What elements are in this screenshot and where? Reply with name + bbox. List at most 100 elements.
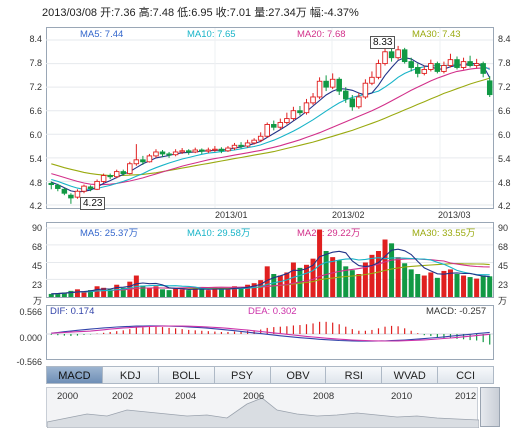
- candle-body: [127, 163, 133, 175]
- candle-body: [356, 96, 362, 108]
- candle-body: [199, 149, 205, 152]
- price-y-left-6: 4.8: [29, 178, 42, 188]
- price-y-left-3: 6.6: [29, 106, 42, 116]
- price-ma20-legend: MA20: 7.68: [297, 29, 346, 40]
- candle-body: [172, 151, 179, 156]
- tab-macd[interactable]: MACD: [46, 366, 103, 384]
- candle-body: [133, 159, 140, 165]
- nav-year-2008: 2008: [313, 391, 335, 402]
- volume-bar: [258, 280, 264, 297]
- macd-dif-line: [51, 325, 490, 342]
- volume-bar: [330, 257, 336, 297]
- vol-y-right-1: 68: [498, 242, 509, 252]
- volume-bar: [362, 262, 368, 297]
- candle-body: [120, 171, 127, 175]
- price-y-left-1: 7.8: [29, 58, 42, 68]
- volume-bar: [290, 262, 296, 297]
- price-y-left-5: 5.4: [29, 154, 42, 164]
- price-y-right-4: 6.0: [498, 130, 511, 140]
- volume-bar: [212, 287, 218, 297]
- candle-body: [159, 151, 166, 155]
- volume-bar: [487, 276, 493, 297]
- candle-body: [192, 149, 198, 153]
- time-label-mar: 2013/03: [438, 210, 471, 220]
- macd-dea-legend: DEA: 0.302: [248, 306, 297, 317]
- macd-value-legend: MACD: -0.257: [426, 306, 487, 317]
- navigator-scroll-handle[interactable]: [480, 387, 500, 427]
- tab-rsi[interactable]: RSI: [326, 366, 383, 384]
- time-label-jan: 2013/01: [215, 210, 248, 220]
- time-label-feb: 2013/02: [332, 210, 365, 220]
- volume-bar: [317, 229, 323, 297]
- volume-ma20-legend: MA20: 29.22万: [297, 228, 361, 239]
- volume-bar: [94, 286, 100, 297]
- volume-bar: [166, 290, 172, 297]
- volume-bar: [428, 272, 434, 297]
- candle-body: [257, 135, 264, 141]
- volume-bar: [408, 269, 414, 297]
- tab-psy[interactable]: PSY: [214, 366, 271, 384]
- volume-bar: [480, 275, 486, 297]
- macd-y-left-0: 0.566: [19, 307, 42, 317]
- candle-body: [61, 188, 68, 194]
- candle-body: [48, 182, 55, 186]
- vol-ma5-line: [51, 248, 490, 295]
- candle-body: [310, 96, 316, 104]
- candle-body: [434, 63, 441, 72]
- tab-cci[interactable]: CCI: [438, 366, 494, 384]
- candle-body: [81, 185, 87, 192]
- candle-body: [316, 80, 323, 98]
- volume-bar: [107, 289, 113, 297]
- candle-body: [362, 82, 369, 98]
- tab-kdj[interactable]: KDJ: [102, 366, 159, 384]
- vol-unit-left: 万: [32, 296, 42, 306]
- volume-bar: [48, 293, 54, 297]
- tab-boll[interactable]: BOLL: [158, 366, 215, 384]
- candle-body: [297, 110, 303, 114]
- price-y-right-0: 8.4: [498, 34, 511, 44]
- tab-wvad[interactable]: WVAD: [382, 366, 439, 384]
- volume-bar: [251, 283, 257, 297]
- nav-year-2000: 2000: [57, 391, 79, 402]
- macd-y-left-1: 0.000: [19, 333, 42, 343]
- volume-bar: [382, 239, 388, 297]
- candle-body: [238, 144, 244, 147]
- price-candlestick-panel[interactable]: [46, 27, 494, 209]
- ma30-line: [51, 77, 490, 177]
- vol-y-left-3: 23: [31, 280, 42, 290]
- candle-body: [421, 69, 428, 74]
- volume-bar: [146, 287, 152, 297]
- price-y-right-5: 5.4: [498, 154, 511, 164]
- candle-body: [87, 186, 94, 189]
- candle-body: [113, 171, 120, 178]
- candle-body: [447, 59, 454, 66]
- macd-y-left-2: -0.566: [16, 357, 42, 367]
- volume-bar: [349, 270, 355, 297]
- timeline-navigator[interactable]: 2000 2002 2004 2006 2008 2010 2012: [46, 387, 479, 428]
- volume-bar: [375, 251, 381, 297]
- candle-body: [329, 78, 336, 88]
- candle-body: [375, 63, 382, 78]
- candle-body: [428, 63, 434, 70]
- candle-body: [467, 61, 473, 66]
- candle-body: [153, 151, 159, 157]
- vol-unit-right: 万: [498, 296, 508, 306]
- vol-y-right-3: 23: [498, 280, 509, 290]
- candle-body: [480, 63, 486, 74]
- tab-obv[interactable]: OBV: [270, 366, 327, 384]
- macd-dif-legend: DIF: 0.174: [50, 306, 95, 317]
- quote-info-bar: 2013/03/08 开:7.36 高:7.48 低:6.95 收:7.01 量…: [42, 7, 359, 19]
- price-ma5-legend: MA5: 7.44: [80, 29, 124, 40]
- candle-body: [414, 67, 421, 74]
- volume-bar: [277, 275, 283, 297]
- price-ma10-legend: MA10: 7.65: [187, 29, 236, 40]
- candle-body: [212, 148, 218, 151]
- volume-bar: [55, 293, 61, 297]
- volume-bar: [192, 287, 198, 297]
- candle-body: [343, 90, 349, 100]
- price-y-right-7: 4.2: [498, 201, 511, 211]
- volume-bar: [74, 289, 80, 297]
- price-y-left-2: 7.2: [29, 82, 42, 92]
- volume-bar: [218, 289, 224, 297]
